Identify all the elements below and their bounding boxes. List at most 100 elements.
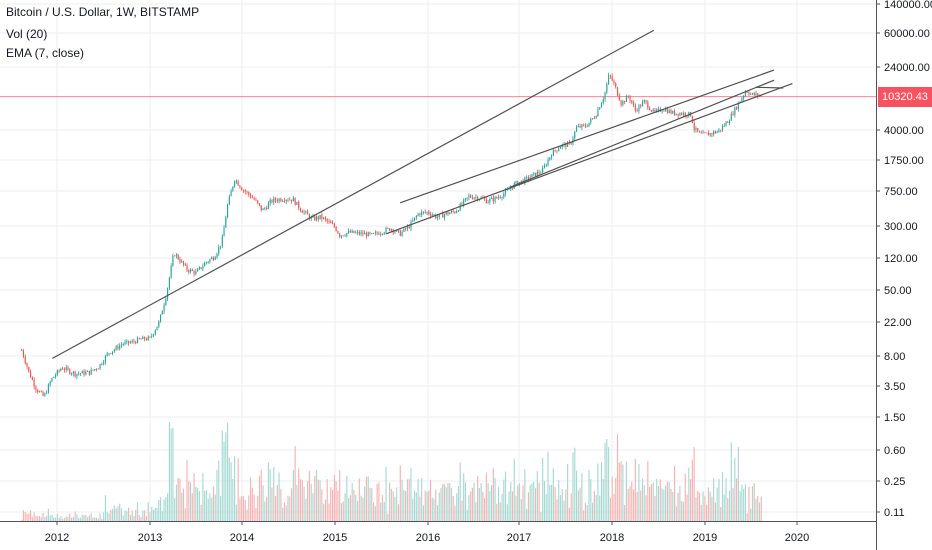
candle-body <box>128 340 130 344</box>
candle-body <box>40 391 42 393</box>
indicator-ema[interactable]: EMA (7, close) <box>6 46 85 60</box>
candle-body <box>56 370 58 376</box>
y-tick-label: 3.50 <box>884 381 905 393</box>
volume-bar <box>234 456 236 521</box>
candle-body <box>314 216 316 221</box>
trendline[interactable] <box>755 86 784 89</box>
trendline[interactable] <box>52 29 655 359</box>
volume-bar <box>69 513 71 521</box>
volume-bar <box>184 508 186 521</box>
volume-bar <box>758 502 761 521</box>
volume-bar <box>181 492 183 521</box>
volume-bar <box>258 476 261 521</box>
volume-bar <box>450 487 453 521</box>
candle-body <box>656 109 658 112</box>
volume-bar <box>85 514 87 521</box>
candle-body <box>321 214 323 219</box>
candle-body <box>577 125 579 127</box>
volume-bar <box>449 482 451 521</box>
candle-body <box>106 353 108 356</box>
volume-bar <box>565 489 567 521</box>
candle-body <box>216 253 218 258</box>
candle-body <box>167 287 169 299</box>
candle-body <box>273 198 275 203</box>
candle-body <box>734 107 736 115</box>
volume-bar <box>349 495 351 521</box>
candle-body <box>728 120 731 123</box>
volume-bar <box>342 501 344 521</box>
candle-body <box>533 172 535 175</box>
candle-body <box>260 205 262 211</box>
candle-body <box>608 75 610 85</box>
candle-body <box>426 211 428 213</box>
candle-body <box>175 254 178 256</box>
volume-bar <box>113 505 115 521</box>
trendline[interactable] <box>509 79 775 188</box>
candle-body <box>371 233 373 235</box>
candle-body <box>26 363 28 367</box>
candle-body <box>700 132 702 134</box>
volume-bar <box>108 513 110 521</box>
volume-bar <box>751 486 754 521</box>
volume-bar <box>645 495 647 521</box>
volume-bar <box>677 492 679 521</box>
candle-body <box>197 269 199 272</box>
candle-body <box>62 368 64 370</box>
y-tick-label: 140000.00 <box>884 0 932 11</box>
candle-body <box>663 110 665 112</box>
candle-body <box>397 230 400 231</box>
candle-body <box>496 196 498 199</box>
volume-bar <box>248 495 250 521</box>
candle-body <box>251 197 253 199</box>
volume-bar <box>321 489 323 521</box>
candle-body <box>450 210 453 213</box>
candle-body <box>111 351 114 354</box>
y-tick-label: 24000.00 <box>884 62 930 74</box>
candle-body <box>257 200 259 204</box>
candle-body <box>697 128 699 132</box>
volume-bar <box>666 481 669 521</box>
candle-body <box>613 80 615 84</box>
candle-body <box>126 340 128 343</box>
candle-body <box>307 211 309 215</box>
volume-bar <box>575 470 578 521</box>
volume-bar <box>461 500 463 521</box>
chart-title: Bitcoin / U.S. Dollar, 1W, BITSTAMP <box>6 5 200 19</box>
candle-body <box>721 125 724 130</box>
volume-bar <box>753 483 755 521</box>
volume-bar <box>445 487 447 521</box>
x-tick-label: 2019 <box>693 532 717 544</box>
volume-bar <box>287 495 289 521</box>
volume-bar <box>307 481 309 521</box>
volume-bar <box>477 475 479 521</box>
candle-body <box>170 265 172 278</box>
candle-body <box>278 198 280 202</box>
candle-body <box>280 198 282 202</box>
x-tick-label: 2013 <box>138 532 162 544</box>
candle-body <box>640 105 642 107</box>
candle-body <box>189 269 192 273</box>
candle-body <box>46 392 48 394</box>
candle-body <box>581 124 583 128</box>
indicator-volume[interactable]: Vol (20) <box>6 27 48 41</box>
candle-body <box>438 213 440 217</box>
candle-body <box>570 142 572 144</box>
y-tick-label: 0.11 <box>884 507 905 519</box>
volume-bar <box>33 512 35 521</box>
volume-bar <box>526 508 528 521</box>
candle-body <box>177 254 179 260</box>
candle-body <box>72 371 74 374</box>
trendlines[interactable] <box>52 29 793 359</box>
candle-body <box>154 330 156 335</box>
volume-bar <box>558 480 560 521</box>
trendline[interactable] <box>399 69 775 204</box>
candle-body <box>545 165 547 167</box>
trendline[interactable] <box>385 82 793 235</box>
volume-bar <box>563 500 565 521</box>
candlesticks <box>21 72 762 397</box>
candle-body <box>200 267 202 269</box>
volume-bar <box>665 485 667 521</box>
candle-body <box>632 102 635 106</box>
volume-bar <box>542 457 544 521</box>
